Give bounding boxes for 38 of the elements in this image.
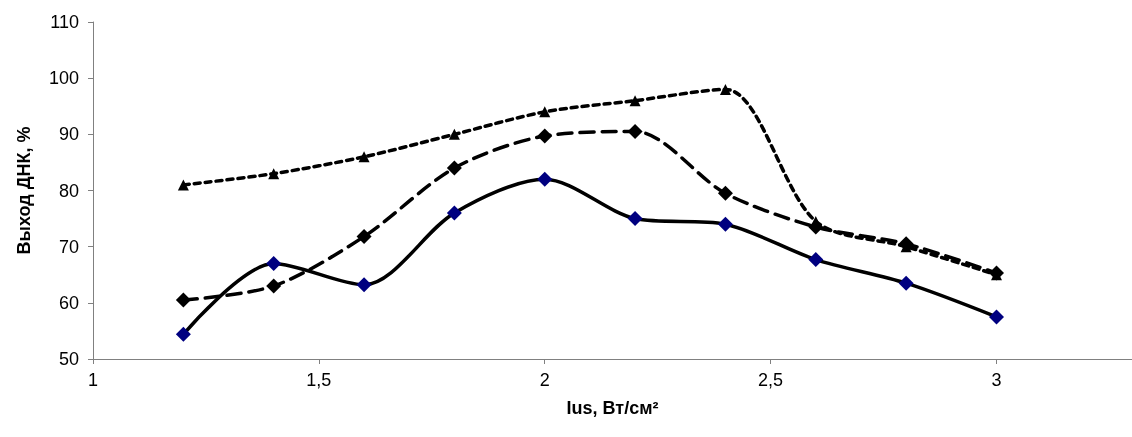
point	[175, 326, 191, 342]
point	[446, 205, 462, 221]
point	[988, 309, 1004, 325]
point	[175, 292, 191, 308]
y-axis-title: Выход ДНК, %	[14, 126, 34, 255]
point	[268, 168, 280, 180]
point	[537, 171, 553, 187]
y-tick-label: 110	[50, 12, 79, 32]
point	[448, 128, 460, 140]
x-tick-label: 2	[539, 370, 550, 390]
point	[266, 256, 282, 272]
point	[627, 211, 643, 227]
point	[177, 179, 189, 191]
point	[808, 252, 824, 268]
x-tick-label: 2,5	[758, 370, 784, 390]
point	[629, 95, 641, 107]
point	[356, 229, 372, 245]
x-tick-label: 1	[87, 370, 99, 390]
point	[539, 106, 551, 118]
x-tick-label: 1,5	[306, 370, 332, 390]
y-tick-label: 70	[58, 236, 79, 257]
point	[898, 275, 914, 291]
x-axis-title: Ius, Вт/см²	[566, 398, 659, 418]
point	[356, 277, 372, 293]
point	[537, 128, 553, 144]
point	[717, 216, 733, 232]
point	[358, 151, 370, 163]
y-tick-label: 100	[48, 68, 79, 89]
y-tick-label: 90	[58, 124, 79, 145]
point	[719, 83, 731, 95]
y-tick-label: 60	[58, 292, 79, 313]
y-tick-label: 80	[58, 180, 79, 201]
y-tick-label: 50	[58, 349, 79, 369]
point	[446, 160, 462, 176]
point	[717, 185, 733, 201]
x-tick-label: 3	[991, 370, 1002, 390]
point	[266, 278, 282, 294]
point	[627, 124, 643, 140]
